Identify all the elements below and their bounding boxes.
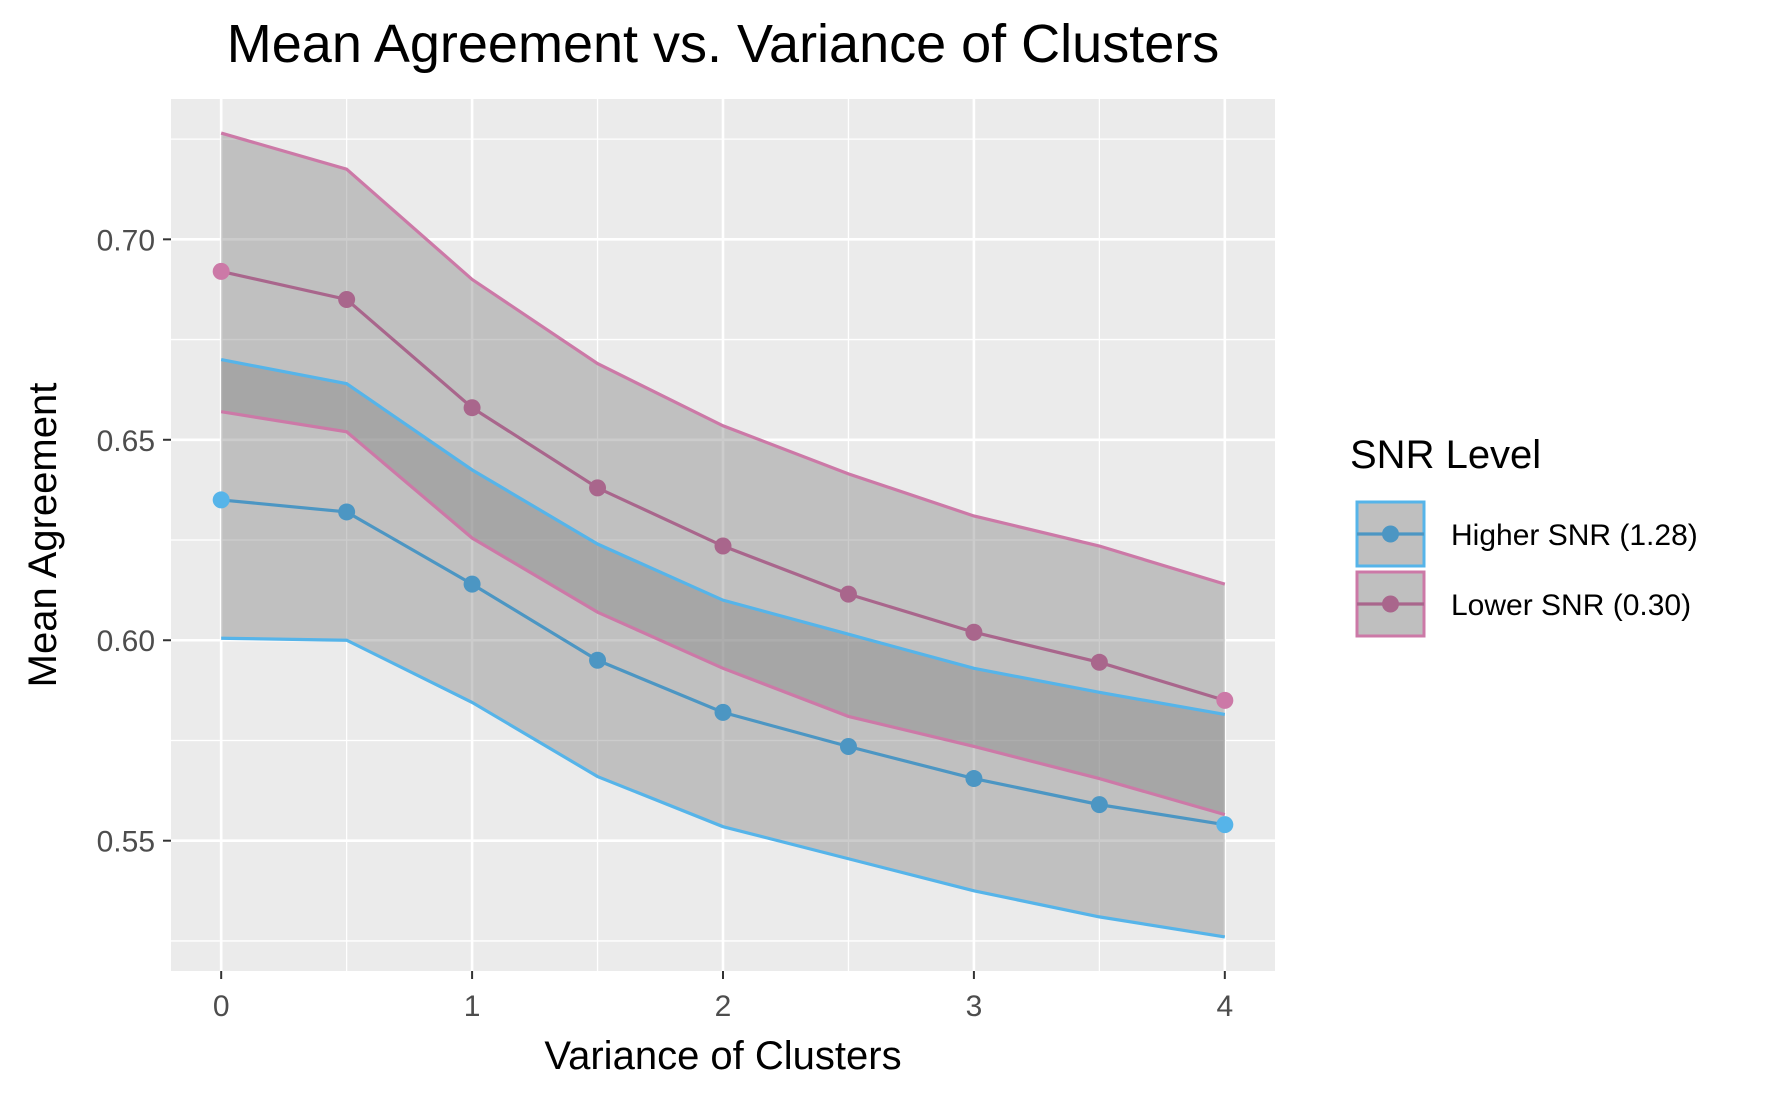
data-point bbox=[1216, 691, 1234, 709]
data-point bbox=[965, 770, 983, 788]
data-point bbox=[1090, 796, 1108, 814]
data-point bbox=[965, 623, 983, 641]
x-tick-label: 2 bbox=[715, 990, 732, 1023]
y-tick-label: 0.55 bbox=[97, 826, 155, 859]
ribbon-lower-bound bbox=[221, 636, 1226, 939]
data-point bbox=[338, 290, 356, 308]
x-axis-title: Variance of Clusters bbox=[544, 1034, 901, 1078]
data-point bbox=[839, 737, 857, 755]
legend-label: Higher SNR (1.28) bbox=[1451, 519, 1698, 552]
data-point bbox=[463, 399, 481, 417]
legend: SNR Level Higher SNR (1.28) Lower SNR (0.… bbox=[1350, 433, 1698, 638]
y-tick-label: 0.60 bbox=[97, 625, 155, 658]
ribbon-upper-bound bbox=[220, 131, 1226, 586]
data-point bbox=[212, 262, 230, 280]
legend-label: Lower SNR (0.30) bbox=[1451, 589, 1691, 622]
data-point bbox=[589, 479, 607, 497]
y-tick-label: 0.70 bbox=[97, 224, 155, 257]
data-point bbox=[463, 575, 481, 593]
data-point bbox=[1216, 816, 1234, 834]
data-point bbox=[714, 537, 732, 555]
data-point bbox=[212, 491, 230, 509]
legend-items: Higher SNR (1.28) Lower SNR (0.30) bbox=[1355, 500, 1698, 638]
data-point bbox=[714, 703, 732, 721]
grid-layer bbox=[171, 99, 1275, 971]
confidence-ribbon bbox=[221, 359, 1225, 937]
x-tick-label: 3 bbox=[966, 990, 983, 1023]
chart-title: Mean Agreement vs. Variance of Clusters bbox=[227, 14, 1219, 74]
confidence-ribbon bbox=[221, 133, 1225, 815]
x-tick-label: 0 bbox=[213, 990, 230, 1023]
y-tick-label: 0.65 bbox=[97, 425, 155, 458]
data-point bbox=[1090, 653, 1108, 671]
x-tick-label: 4 bbox=[1216, 990, 1233, 1023]
x-tick-label: 1 bbox=[464, 990, 481, 1023]
y-axis-title: Mean Agreement bbox=[21, 383, 65, 688]
data-point bbox=[589, 651, 607, 669]
ribbon-lower-bound bbox=[220, 410, 1226, 817]
legend-title: SNR Level bbox=[1350, 433, 1541, 477]
axis-layer: 0 1 2 3 4 0.55 0.60 0.65 0.70 bbox=[97, 224, 1234, 1023]
data-point bbox=[338, 503, 356, 521]
ribbon-upper-bound bbox=[220, 358, 1226, 716]
legend-key-point bbox=[1382, 525, 1399, 543]
ribbon-layer bbox=[221, 133, 1225, 937]
point-layer bbox=[212, 262, 1234, 834]
legend-key-point bbox=[1382, 595, 1399, 613]
data-point bbox=[839, 585, 857, 603]
